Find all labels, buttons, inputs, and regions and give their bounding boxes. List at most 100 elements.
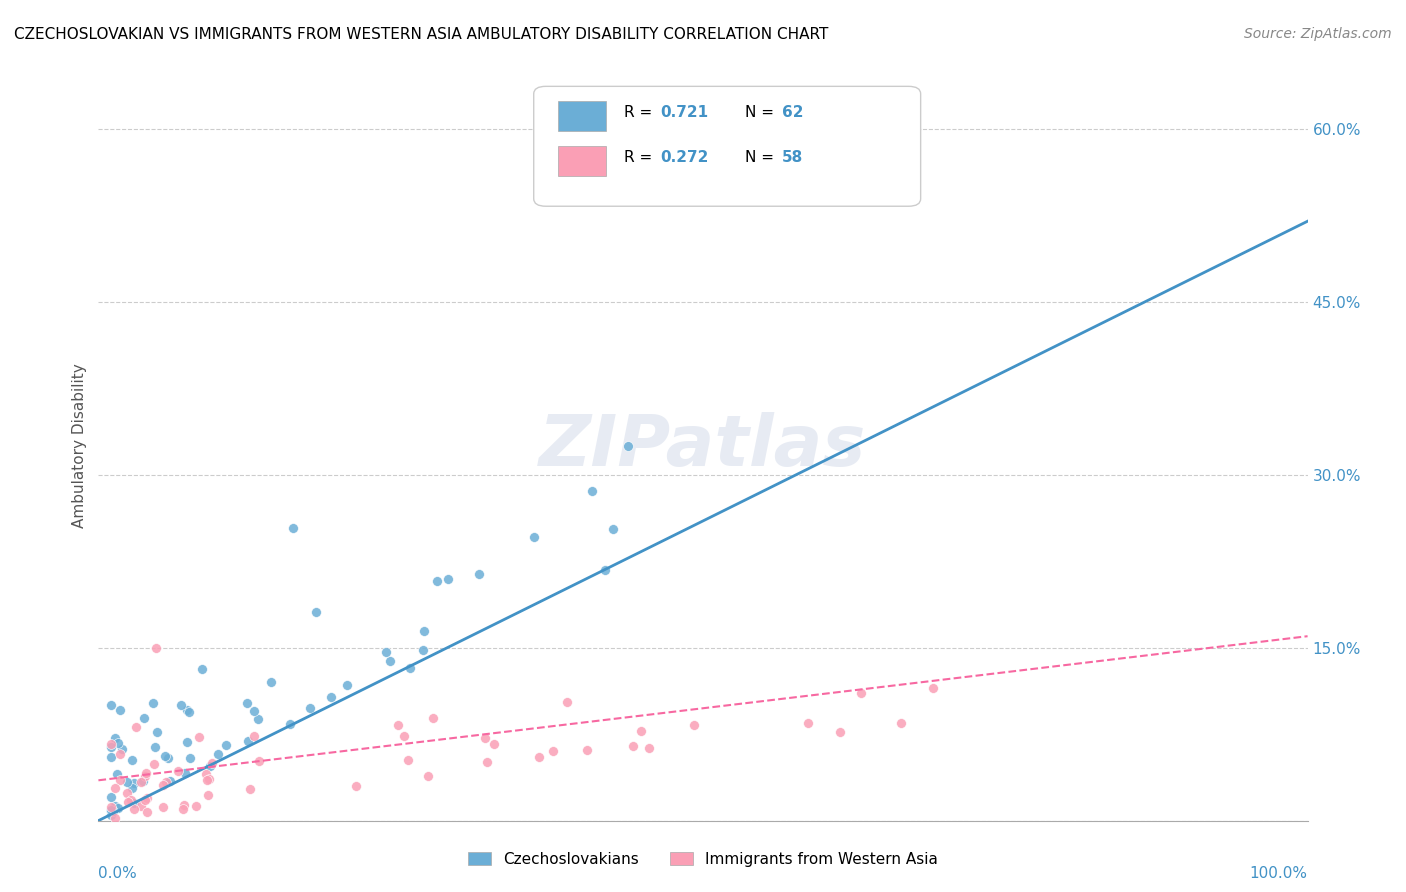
Point [195, 767, 218, 781]
Point [100, 739, 122, 754]
Point [418, 769, 440, 783]
Point [174, 766, 197, 780]
Point [581, 483, 603, 498]
Text: 58: 58 [782, 150, 803, 165]
Point [378, 655, 401, 669]
Point [108, 772, 131, 787]
Point [242, 729, 264, 743]
Point [120, 793, 142, 807]
Point [100, 807, 122, 822]
Point [387, 718, 409, 732]
Text: R =: R = [624, 150, 658, 165]
Text: 0.721: 0.721 [661, 105, 709, 120]
Point [152, 800, 174, 814]
Point [683, 717, 706, 731]
Point [482, 737, 505, 751]
Point [104, 780, 127, 795]
Point [198, 759, 221, 773]
Point [131, 774, 153, 789]
Point [426, 574, 449, 589]
Point [195, 773, 218, 788]
Point [281, 521, 304, 535]
Point [179, 751, 201, 765]
Point [543, 744, 565, 758]
Point [475, 755, 498, 769]
Text: 0.0%: 0.0% [98, 865, 138, 880]
Point [100, 799, 122, 814]
Point [104, 798, 127, 813]
Point [399, 661, 422, 675]
Point [117, 795, 139, 809]
Legend: Czechoslovakians, Immigrants from Western Asia: Czechoslovakians, Immigrants from Wester… [463, 846, 943, 873]
Point [305, 606, 328, 620]
Point [104, 811, 127, 825]
Point [131, 774, 153, 789]
Point [198, 772, 221, 786]
Point [602, 522, 624, 536]
Text: CZECHOSLOVAKIAN VS IMMIGRANTS FROM WESTERN ASIA AMBULATORY DISABILITY CORRELATIO: CZECHOSLOVAKIAN VS IMMIGRANTS FROM WESTE… [14, 27, 828, 42]
Point [170, 698, 193, 713]
Point [890, 716, 912, 731]
Point [922, 681, 945, 695]
Point [142, 696, 165, 710]
Point [555, 695, 578, 709]
Point [100, 790, 122, 805]
Point [336, 677, 359, 691]
Point [105, 767, 128, 781]
Point [122, 776, 145, 790]
Text: N =: N = [745, 105, 779, 120]
Point [278, 717, 301, 731]
Point [413, 624, 436, 639]
Point [260, 674, 283, 689]
FancyBboxPatch shape [558, 146, 606, 177]
Point [319, 690, 342, 704]
Text: ZIPatlas: ZIPatlas [540, 411, 866, 481]
Point [121, 753, 143, 767]
Point [412, 643, 434, 657]
Point [576, 742, 599, 756]
Point [247, 754, 270, 768]
Point [100, 803, 122, 817]
Point [135, 790, 157, 805]
Point [215, 738, 238, 752]
Point [108, 703, 131, 717]
Point [134, 769, 156, 783]
Point [617, 439, 640, 453]
Text: 0.272: 0.272 [661, 150, 709, 165]
Point [242, 704, 264, 718]
Text: 100.0%: 100.0% [1250, 865, 1308, 880]
Point [422, 711, 444, 725]
Point [100, 737, 122, 751]
Point [207, 747, 229, 761]
Point [146, 725, 169, 739]
Point [188, 730, 211, 744]
Point [135, 766, 157, 780]
Point [828, 725, 851, 739]
Text: N =: N = [745, 150, 779, 165]
Point [621, 739, 644, 754]
Point [152, 778, 174, 792]
Point [122, 796, 145, 810]
Point [247, 712, 270, 726]
Point [238, 734, 260, 748]
Point [593, 563, 616, 577]
Point [155, 775, 177, 789]
Point [107, 736, 129, 750]
Point [145, 640, 167, 655]
FancyBboxPatch shape [534, 87, 921, 206]
Point [101, 804, 124, 818]
Point [197, 788, 219, 802]
Point [104, 731, 127, 745]
Point [115, 786, 138, 800]
Text: Source: ZipAtlas.com: Source: ZipAtlas.com [1244, 27, 1392, 41]
Point [136, 805, 159, 819]
Point [630, 723, 652, 738]
Point [186, 799, 208, 814]
Point [797, 715, 820, 730]
Point [849, 686, 872, 700]
Point [125, 720, 148, 734]
Point [236, 696, 259, 710]
Point [437, 572, 460, 586]
Text: 62: 62 [782, 105, 803, 120]
Point [157, 751, 180, 765]
